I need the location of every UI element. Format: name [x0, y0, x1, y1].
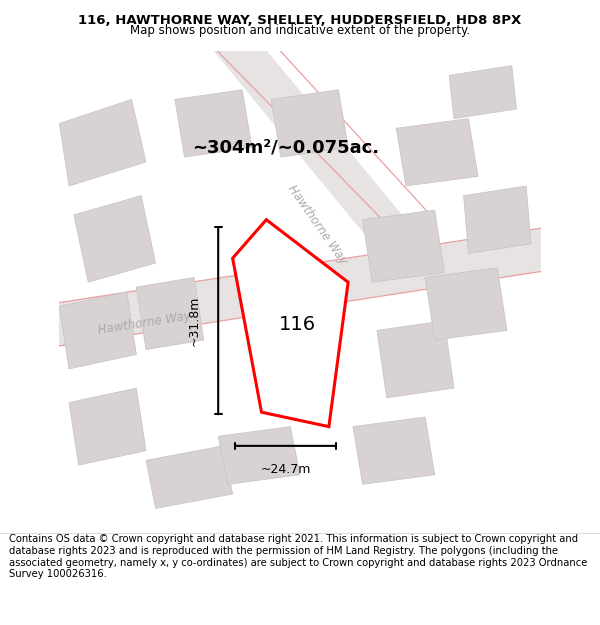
Polygon shape: [233, 219, 348, 427]
Text: ~304m²/~0.075ac.: ~304m²/~0.075ac.: [192, 139, 379, 156]
Text: 116, HAWTHORNE WAY, SHELLEY, HUDDERSFIELD, HD8 8PX: 116, HAWTHORNE WAY, SHELLEY, HUDDERSFIEL…: [79, 14, 521, 28]
Polygon shape: [194, 3, 406, 244]
Polygon shape: [175, 90, 252, 157]
Text: Hawthorne Way: Hawthorne Way: [97, 309, 191, 337]
Polygon shape: [59, 292, 136, 369]
Text: ~31.8m: ~31.8m: [188, 296, 200, 346]
Polygon shape: [136, 278, 204, 349]
Text: Map shows position and indicative extent of the property.: Map shows position and indicative extent…: [130, 24, 470, 37]
Polygon shape: [353, 417, 435, 484]
Polygon shape: [35, 224, 565, 349]
Text: Contains OS data © Crown copyright and database right 2021. This information is : Contains OS data © Crown copyright and d…: [9, 534, 587, 579]
Polygon shape: [218, 427, 300, 484]
Polygon shape: [146, 446, 233, 509]
Polygon shape: [425, 268, 507, 340]
Polygon shape: [362, 210, 445, 282]
Polygon shape: [377, 321, 454, 398]
Polygon shape: [74, 196, 155, 282]
Polygon shape: [69, 388, 146, 465]
Text: 116: 116: [278, 315, 316, 334]
Text: Hawthorne Way: Hawthorne Way: [285, 182, 349, 266]
Polygon shape: [396, 119, 478, 186]
Polygon shape: [59, 99, 146, 186]
Polygon shape: [464, 186, 531, 253]
Text: ~24.7m: ~24.7m: [260, 464, 311, 476]
Polygon shape: [449, 66, 517, 119]
Polygon shape: [271, 90, 348, 157]
